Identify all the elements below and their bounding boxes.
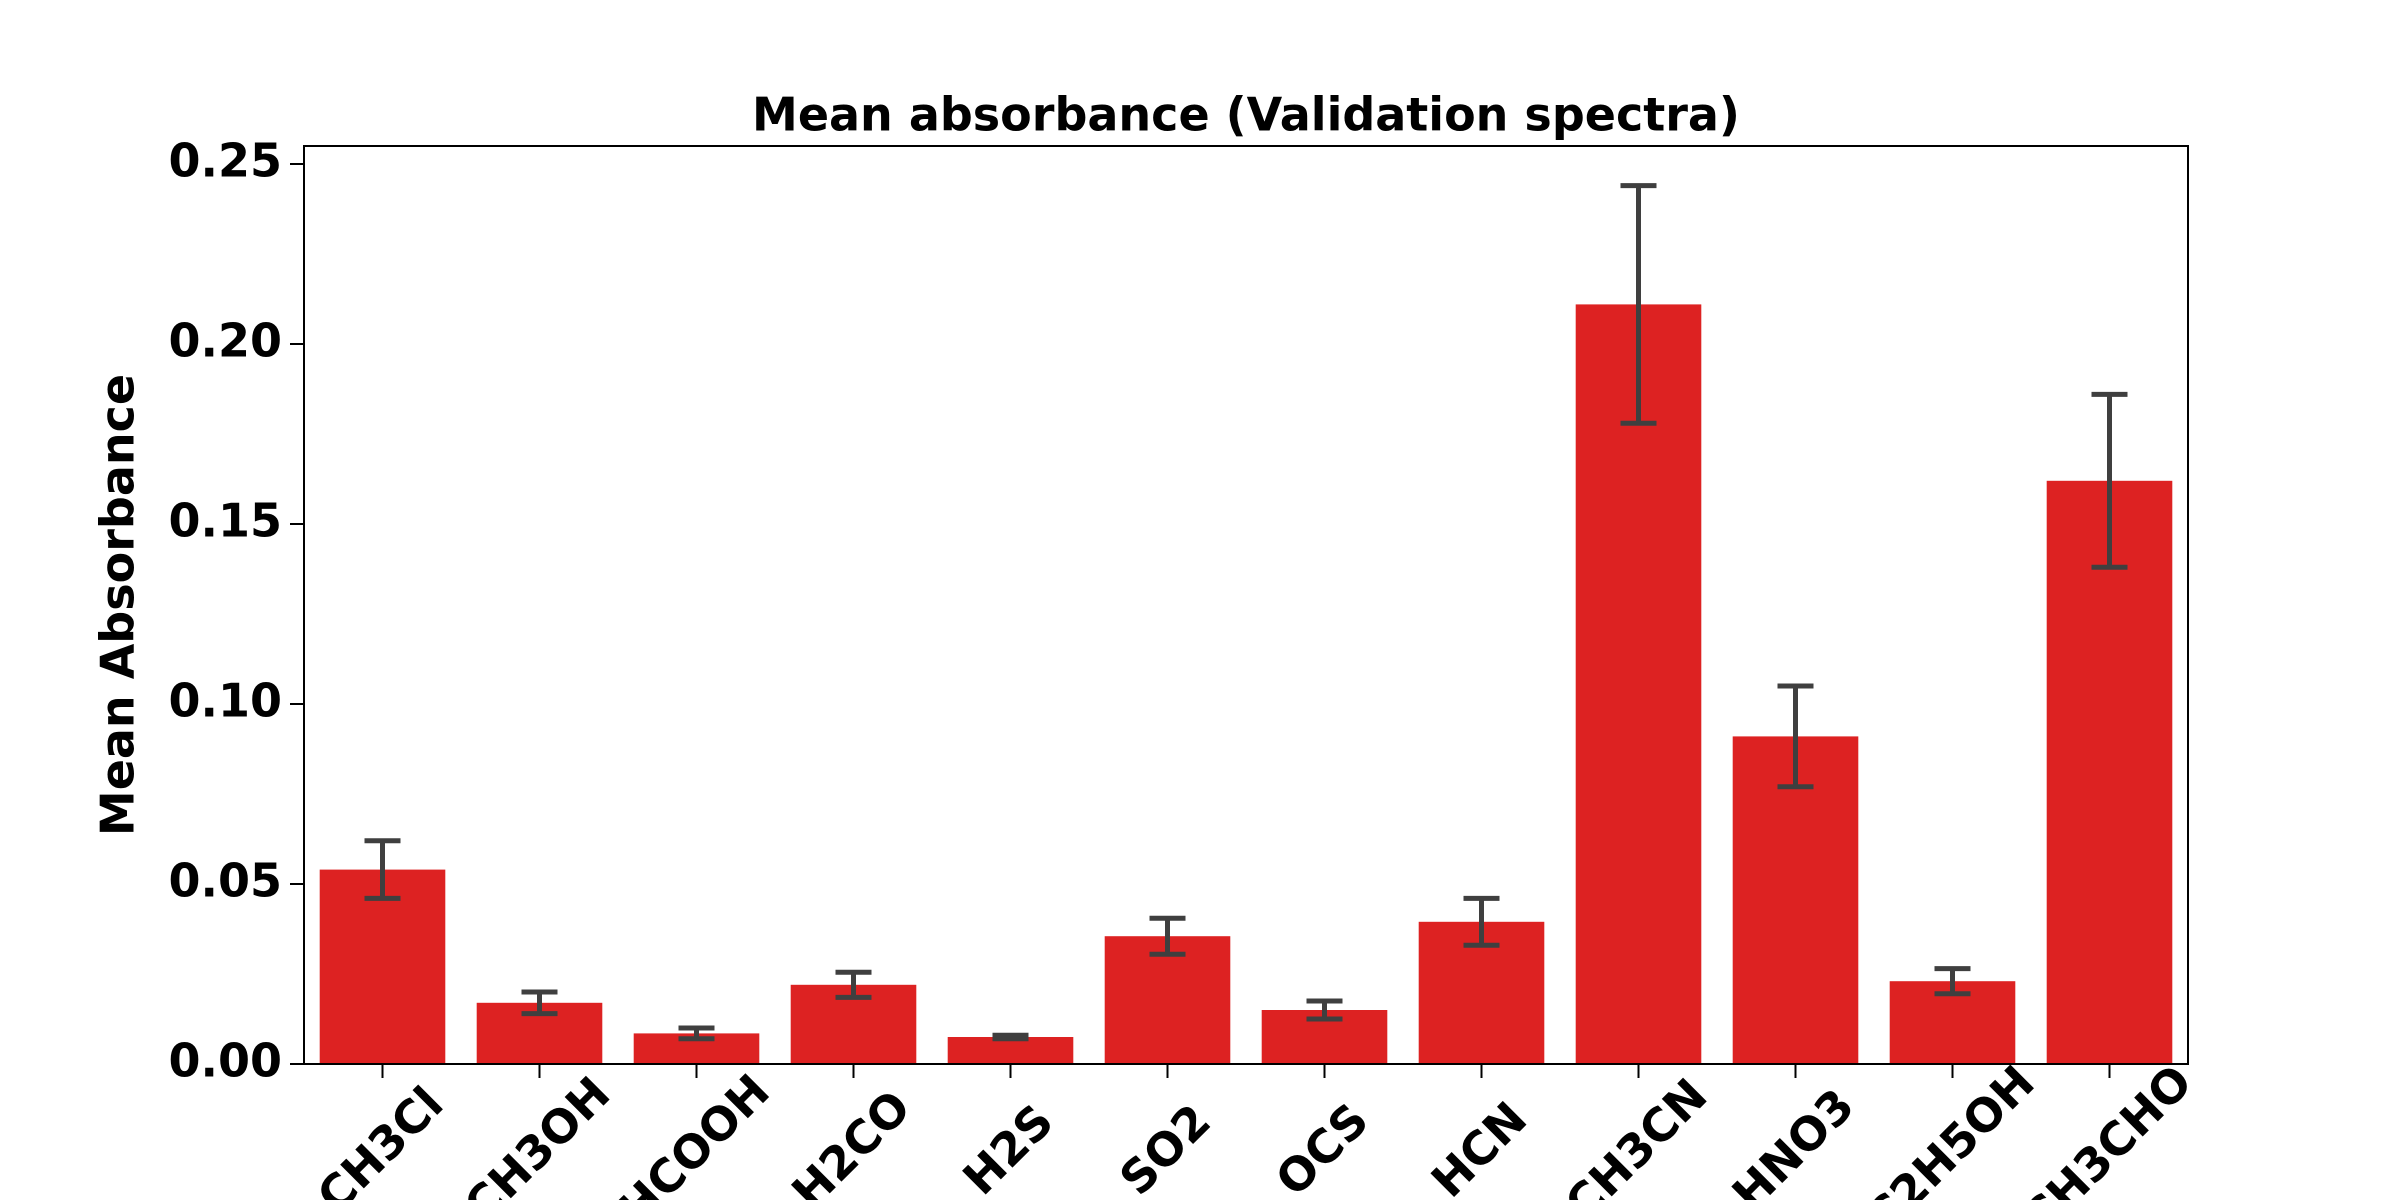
x-tick-label: H2S xyxy=(952,1094,1063,1200)
y-tick-label: 0.00 xyxy=(169,1034,283,1088)
y-tick-label: 0.15 xyxy=(169,494,283,548)
error-bar xyxy=(1620,183,1657,426)
x-tick-label: SO2 xyxy=(1109,1094,1221,1200)
chart-title: Mean absorbance (Validation spectra) xyxy=(752,88,1740,142)
x-tick-label: CH3Cl xyxy=(307,1076,454,1200)
bar xyxy=(947,1037,1074,1064)
x-tick-label: CH3CN xyxy=(1555,1068,1718,1200)
error-bar xyxy=(1777,683,1814,790)
bar xyxy=(1732,736,1859,1064)
x-tick-label: CH3CHO xyxy=(2012,1054,2203,1200)
y-tick-label: 0.20 xyxy=(169,314,283,368)
error-bar xyxy=(1149,915,1186,957)
error-bar xyxy=(1463,895,1500,948)
error-bar xyxy=(1306,998,1343,1022)
x-tick-label: OCS xyxy=(1265,1093,1379,1200)
bar xyxy=(2046,480,2173,1064)
y-tick-label: 0.25 xyxy=(169,134,283,188)
y-tick-label: 0.05 xyxy=(169,854,283,908)
bar xyxy=(1575,304,1702,1064)
y-tick-label: 0.10 xyxy=(169,674,283,728)
error-bar xyxy=(678,1025,715,1042)
x-tick-label: HCOOH xyxy=(608,1064,780,1200)
x-tick-label: H2CO xyxy=(781,1080,921,1200)
x-tick-label: C2H5OH xyxy=(1855,1055,2044,1200)
error-bar xyxy=(1934,966,1971,997)
error-bar xyxy=(835,969,872,1000)
bar xyxy=(319,869,446,1064)
x-tick-label: HCN xyxy=(1421,1091,1538,1200)
x-tick-label: CH3OH xyxy=(454,1066,621,1200)
error-bar xyxy=(364,838,401,901)
error-bar xyxy=(992,1032,1029,1042)
error-bar xyxy=(521,989,558,1017)
plot-frame xyxy=(303,145,2189,1065)
bar xyxy=(1104,936,1231,1064)
y-axis-label: Mean Absorbance xyxy=(91,374,145,836)
error-bar xyxy=(2091,391,2128,570)
x-tick-label: HNO3 xyxy=(1722,1078,1865,1200)
